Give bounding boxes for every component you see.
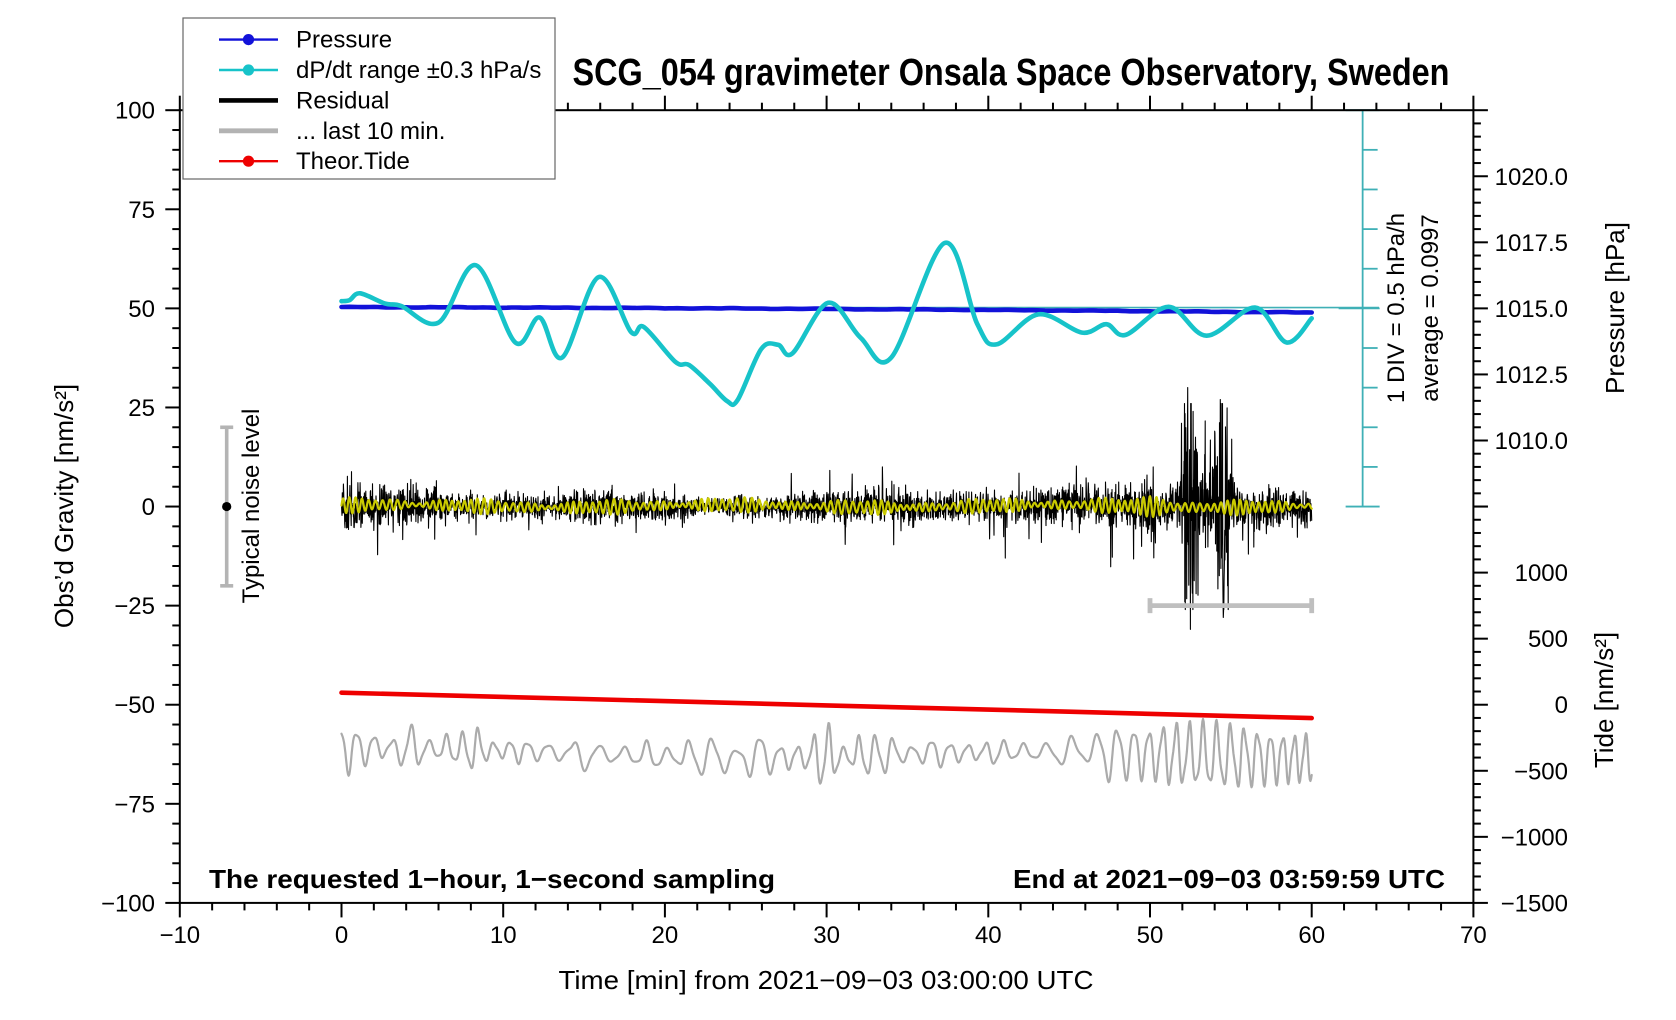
legend-marker-pressure — [242, 34, 255, 46]
tide-tick-label: −500 — [1514, 758, 1568, 785]
annotation-sampling: The requested 1−hour, 1−second sampling — [209, 864, 775, 894]
chart-title: SCG_054 gravimeter Onsala Space Observat… — [573, 52, 1450, 94]
tide-tick-label: 500 — [1528, 626, 1568, 653]
y-tick-label: −100 — [101, 890, 155, 917]
x-tick-label: 50 — [1137, 922, 1164, 949]
series-pressure — [339, 304, 1314, 315]
tide-tick-label: −1000 — [1501, 824, 1568, 851]
pressure-tick-label: 1017.5 — [1495, 230, 1568, 257]
y-tick-label: 100 — [115, 98, 155, 125]
x-tick-label: 20 — [652, 922, 679, 949]
pressure-tick-label: 1012.5 — [1495, 362, 1568, 389]
series-theor-tide — [339, 690, 1314, 721]
series-residual-filtered — [340, 495, 1313, 518]
x-tick-label: 0 — [335, 922, 348, 949]
axes-layer: −10 0 10 20 30 40 50 60 70−100−75−50−25025507510… — [101, 95, 1568, 949]
pressure-tick-label: 1015.0 — [1495, 296, 1568, 323]
legend-label-pressure: Pressure — [296, 27, 392, 54]
y-tick-label: 75 — [128, 197, 155, 224]
annotation-end-time: End at 2021−09−03 03:59:59 UTC — [1013, 864, 1445, 894]
y-tick-label: −75 — [114, 791, 155, 818]
pressure-tick-label: 1010.0 — [1495, 428, 1568, 455]
legend-label-dpdt: dP/dt range ±0.3 hPa/s — [296, 57, 541, 84]
series-dpdt — [339, 240, 1314, 408]
legend-item-residual: Residual — [219, 87, 389, 114]
legend-item-last10: ... last 10 min. — [219, 118, 445, 145]
y-tick-label: −50 — [114, 692, 155, 719]
legend-label-last10: ... last 10 min. — [296, 118, 445, 145]
x-axis-label: Time [min] from 2021−09−03 03:00:00 UTC — [559, 965, 1094, 995]
legend-marker-dpdt — [242, 64, 255, 76]
x-tick-label: 30 — [813, 922, 840, 949]
legend: Pressure dP/dt range ±0.3 hPa/s Residual… — [182, 17, 556, 180]
legend-item-tide: Theor.Tide — [219, 148, 410, 175]
x-tick-label: 10 — [490, 922, 517, 949]
y-tick-label: 25 — [128, 395, 155, 422]
div-scale-label: 1 DIV = 0.5 hPa/h — [1383, 213, 1410, 403]
y-tick-label: −25 — [114, 593, 155, 620]
y-axis-label-gravity: Obs’d Gravity [nm/s²] — [49, 384, 79, 628]
y-axis-label-pressure: Pressure [hPa] — [1600, 222, 1630, 394]
series-layer — [220, 109, 1380, 789]
x-tick-label: 60 — [1298, 922, 1325, 949]
legend-item-pressure: Pressure — [219, 27, 392, 54]
legend-label-residual: Residual — [296, 87, 389, 114]
y-tick-label: 0 — [142, 494, 155, 521]
legend-marker-tide — [242, 155, 255, 167]
tide-tick-label: 1000 — [1515, 560, 1568, 587]
series-residual — [340, 387, 1313, 630]
noise-level-label: Typical noise level — [238, 409, 265, 604]
y-axis-label-tide: Tide [nm/s²] — [1589, 632, 1619, 768]
x-tick-label: −10 — [159, 922, 200, 949]
legend-label-tide: Theor.Tide — [296, 148, 410, 175]
pressure-tick-label: 1020.0 — [1495, 164, 1568, 191]
tide-tick-label: 0 — [1555, 692, 1568, 719]
tide-tick-label: −1500 — [1501, 890, 1568, 917]
x-tick-label: 40 — [975, 922, 1002, 949]
average-label: average = 0.0997 — [1417, 214, 1444, 402]
series-last10 — [340, 717, 1313, 789]
noise-level-dot — [222, 501, 232, 512]
x-tick-label: 70 — [1460, 922, 1487, 949]
y-tick-label: 50 — [128, 296, 155, 323]
legend-item-dpdt: dP/dt range ±0.3 hPa/s — [219, 57, 541, 84]
